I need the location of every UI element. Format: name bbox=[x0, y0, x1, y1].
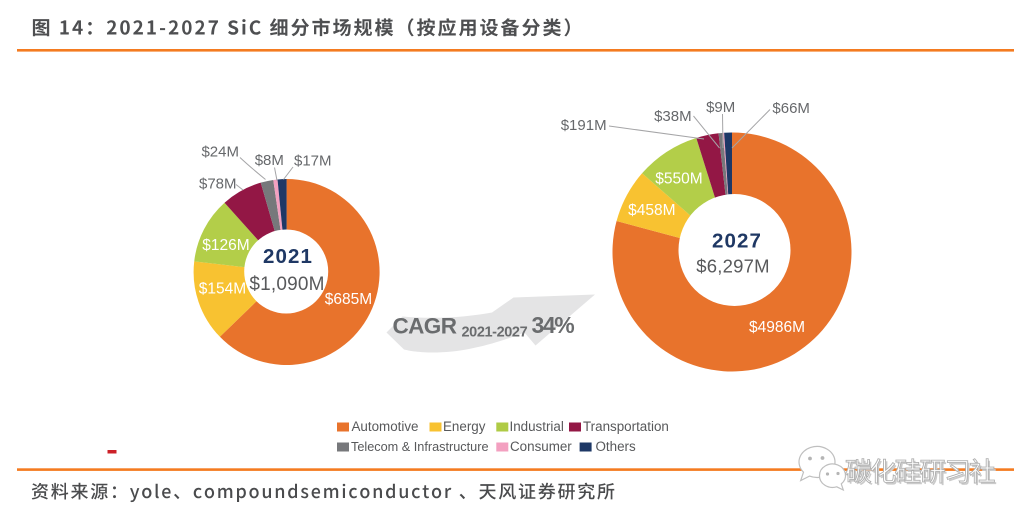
svg-text:Industrial: Industrial bbox=[510, 419, 564, 434]
svg-text:$458M: $458M bbox=[628, 202, 675, 219]
svg-text:$685M: $685M bbox=[325, 291, 372, 308]
svg-text:2021-2027: 2021-2027 bbox=[462, 325, 528, 341]
svg-text:Transportation: Transportation bbox=[583, 419, 669, 434]
svg-text:$78M: $78M bbox=[199, 176, 237, 193]
svg-text:34%: 34% bbox=[532, 312, 575, 338]
svg-text:$8M: $8M bbox=[255, 152, 284, 169]
svg-text:Consumer: Consumer bbox=[510, 439, 572, 454]
svg-text:Others: Others bbox=[596, 439, 636, 454]
svg-text:$154M: $154M bbox=[199, 281, 246, 298]
svg-text:Telecom & Infrastructure: Telecom & Infrastructure bbox=[351, 440, 489, 454]
svg-text:CAGR: CAGR bbox=[393, 314, 457, 339]
svg-text:Automotive: Automotive bbox=[352, 419, 419, 434]
svg-text:$24M: $24M bbox=[201, 144, 239, 161]
svg-text:2027: 2027 bbox=[712, 230, 762, 253]
svg-text:$4986M: $4986M bbox=[749, 319, 805, 336]
svg-text:$191M: $191M bbox=[561, 117, 607, 134]
svg-text:$9M: $9M bbox=[706, 99, 735, 116]
svg-text:$66M: $66M bbox=[772, 100, 810, 117]
svg-text:$17M: $17M bbox=[294, 153, 332, 170]
svg-text:$38M: $38M bbox=[654, 108, 692, 125]
svg-text:$126M: $126M bbox=[202, 237, 249, 254]
svg-text:$1,090M: $1,090M bbox=[249, 274, 324, 295]
svg-text:$6,297M: $6,297M bbox=[696, 256, 769, 277]
svg-text:Energy: Energy bbox=[443, 419, 486, 434]
svg-text:$550M: $550M bbox=[655, 171, 702, 188]
svg-text:2021: 2021 bbox=[263, 245, 313, 268]
